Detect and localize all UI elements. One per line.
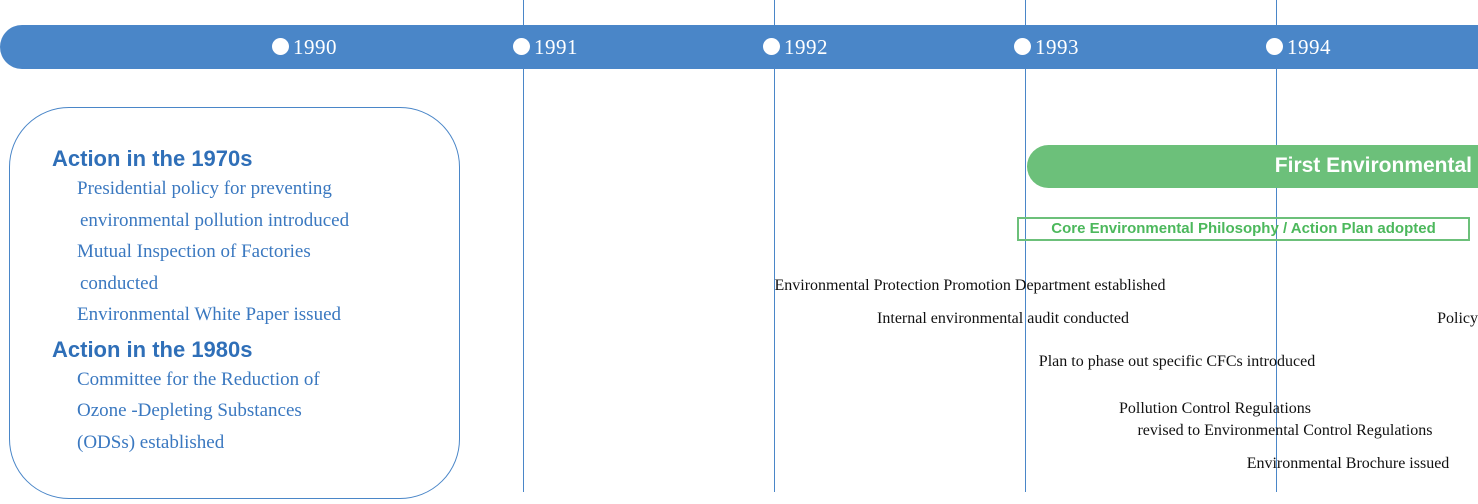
year-dot [1014, 38, 1031, 55]
event-label: Pollution Control Regulations [1118, 400, 1312, 417]
core-label: Core Environmental Philosophy / Action P… [1017, 217, 1470, 241]
event-label: Internal environmental audit conducted [877, 310, 1129, 327]
year-label: 1994 [1287, 35, 1331, 59]
timeline-bar [0, 25, 1478, 69]
year-divider [1025, 0, 1026, 492]
history-item: Committee for the Reduction of [77, 368, 320, 390]
year-dot [763, 38, 780, 55]
history-item: conducted [80, 272, 159, 294]
event-label: Environmental Protection Promotion Depar… [774, 277, 1166, 294]
year-dot [1266, 38, 1283, 55]
year-divider [523, 0, 524, 492]
history-item: Environmental White Paper issued [77, 304, 342, 325]
phase-label: First Environmental [1274, 154, 1472, 177]
year-dot [272, 38, 289, 55]
section-heading: Action in the 1980s [52, 336, 253, 362]
event-label: Policy [1437, 310, 1478, 327]
year-label: 1993 [1035, 35, 1079, 59]
year-label: 1992 [784, 35, 828, 59]
year-marker: 1993 [1014, 35, 1079, 60]
history-item: Presidential policy for preventing [77, 178, 332, 199]
history-item: (ODSs) established [77, 431, 225, 453]
history-item: Ozone -Depleting Substances [77, 400, 302, 421]
section-heading: Action in the 1970s [52, 146, 253, 171]
event-label: Environmental Brochure issued [1246, 455, 1450, 472]
year-dot [513, 38, 530, 55]
phase-bar [1027, 145, 1478, 188]
history-box [9, 107, 460, 499]
history-item: Mutual Inspection of Factories [77, 241, 311, 262]
year-marker: 1990 [272, 35, 337, 60]
year-divider [1276, 0, 1277, 492]
year-divider [774, 0, 775, 492]
year-marker: 1991 [513, 35, 578, 60]
year-marker: 1992 [763, 35, 828, 60]
event-label: Plan to phase out specific CFCs introduc… [1038, 353, 1316, 370]
history-item: environmental pollution introduced [80, 209, 350, 231]
year-label: 1990 [293, 35, 337, 59]
year-marker: 1994 [1266, 35, 1331, 60]
year-label: 1991 [534, 35, 578, 59]
event-label: revised to Environmental Control Regulat… [1137, 422, 1433, 439]
